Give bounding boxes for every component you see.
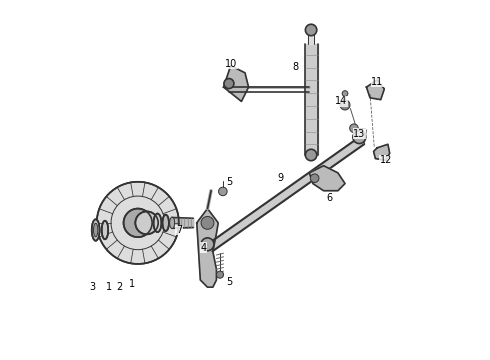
Circle shape xyxy=(340,100,350,110)
Ellipse shape xyxy=(163,215,169,231)
Circle shape xyxy=(350,124,358,132)
Polygon shape xyxy=(309,166,345,191)
Bar xyxy=(308,30,314,44)
Text: 5: 5 xyxy=(226,177,232,187)
Polygon shape xyxy=(207,137,364,251)
Circle shape xyxy=(342,91,348,96)
Text: 7: 7 xyxy=(176,225,182,235)
Polygon shape xyxy=(223,66,248,102)
Ellipse shape xyxy=(92,219,99,241)
Circle shape xyxy=(353,131,366,144)
Circle shape xyxy=(97,182,179,264)
Ellipse shape xyxy=(102,221,108,239)
Text: 4: 4 xyxy=(200,243,206,253)
Text: 12: 12 xyxy=(380,156,392,165)
Circle shape xyxy=(219,187,227,196)
Ellipse shape xyxy=(170,217,174,229)
Text: 3: 3 xyxy=(89,282,95,292)
Circle shape xyxy=(217,271,223,278)
Text: 8: 8 xyxy=(292,63,298,72)
Text: 11: 11 xyxy=(371,77,383,87)
Polygon shape xyxy=(373,144,390,160)
Text: 14: 14 xyxy=(335,96,347,107)
Circle shape xyxy=(310,174,319,183)
Circle shape xyxy=(201,238,214,251)
Text: 9: 9 xyxy=(278,173,284,183)
Circle shape xyxy=(201,216,214,229)
Text: 13: 13 xyxy=(353,129,366,139)
Text: 1: 1 xyxy=(129,279,135,289)
Text: 10: 10 xyxy=(225,59,238,69)
Circle shape xyxy=(123,208,152,237)
Polygon shape xyxy=(197,208,218,287)
Ellipse shape xyxy=(94,223,98,237)
Circle shape xyxy=(305,24,317,36)
Circle shape xyxy=(224,78,234,89)
Polygon shape xyxy=(367,80,384,100)
Text: 5: 5 xyxy=(226,277,232,287)
Bar xyxy=(305,44,318,155)
Text: 2: 2 xyxy=(116,282,122,292)
Text: 6: 6 xyxy=(326,193,332,203)
Circle shape xyxy=(305,149,317,161)
Ellipse shape xyxy=(153,213,161,232)
Circle shape xyxy=(135,211,158,234)
Text: 1: 1 xyxy=(105,282,112,292)
